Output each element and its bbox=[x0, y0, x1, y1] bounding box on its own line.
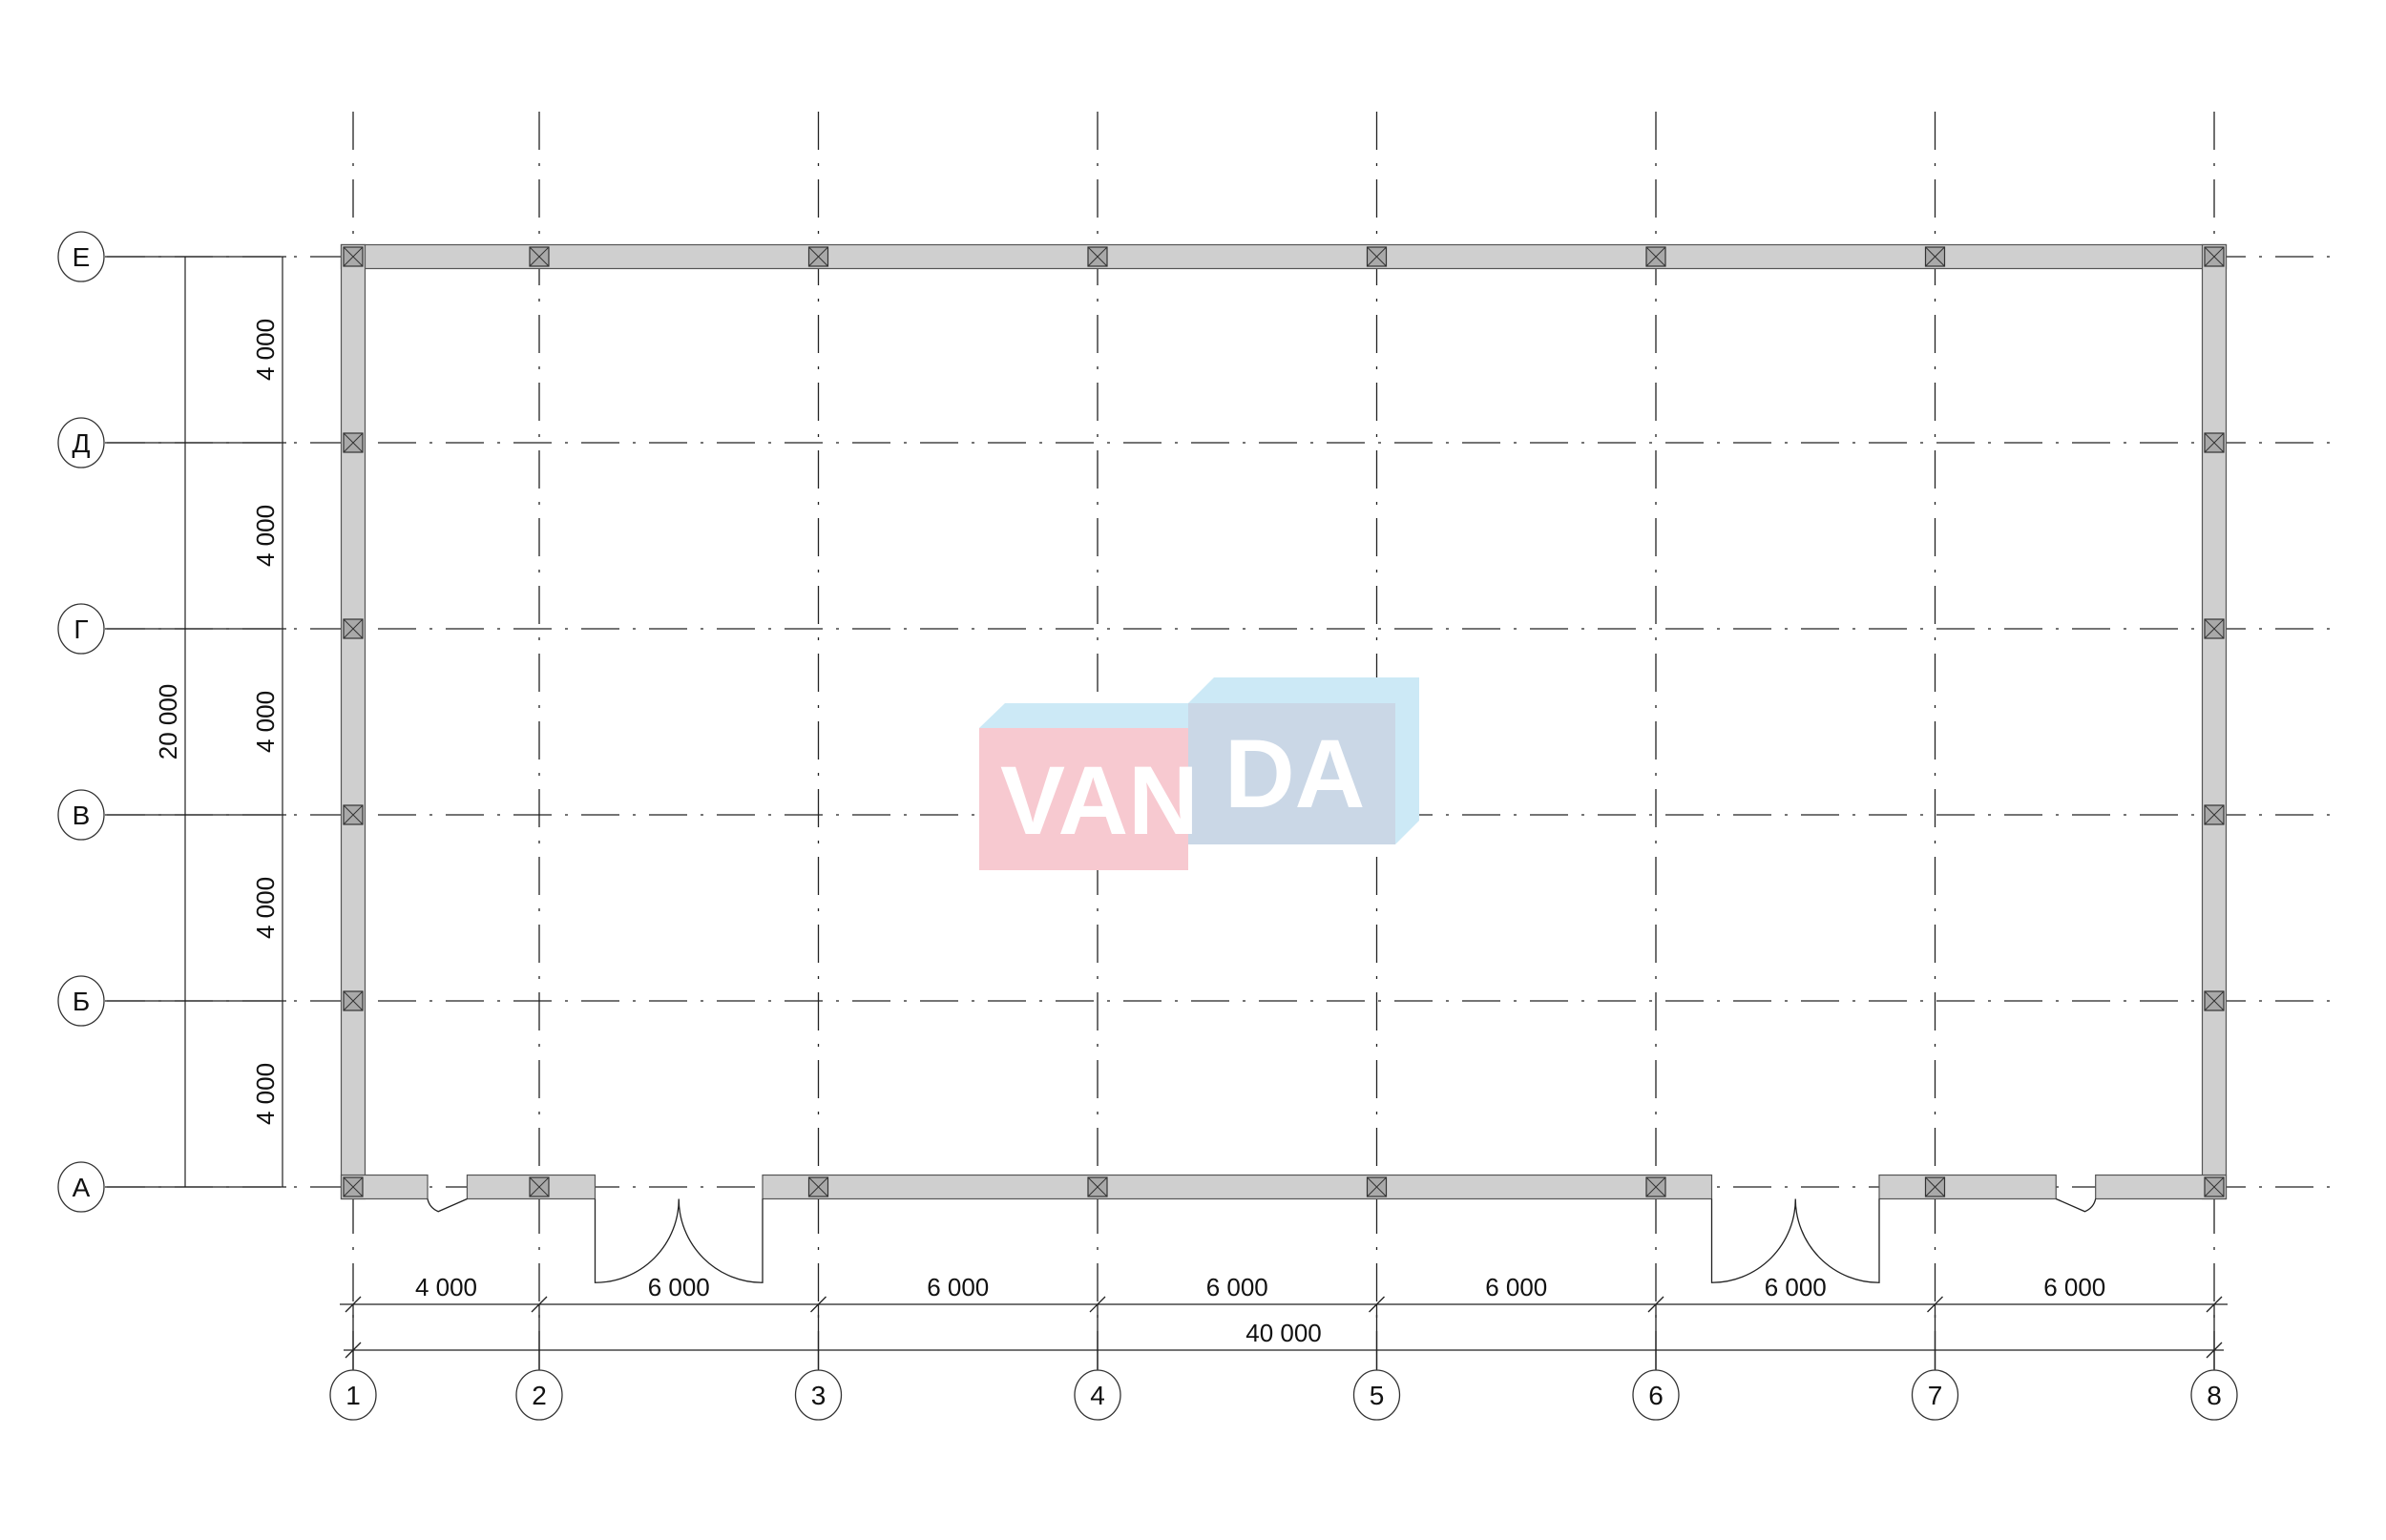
watermark-blue-block bbox=[1188, 703, 1395, 844]
dimension-label: 4 000 bbox=[251, 1063, 280, 1125]
overall-dimension-label: 40 000 bbox=[1245, 1319, 1322, 1347]
dimension-label: 6 000 bbox=[1206, 1273, 1268, 1301]
column bbox=[2204, 1176, 2225, 1197]
column bbox=[2204, 618, 2225, 639]
column bbox=[529, 1176, 550, 1197]
dimension-label: 4 000 bbox=[251, 505, 280, 567]
dimensions: 4 000 6 000 6 000 6 000 6 000 6 000 6 000 40 00… bbox=[105, 256, 2228, 1359]
column-bubble-label: 1 bbox=[345, 1381, 361, 1410]
row-bubble-1 bbox=[57, 975, 105, 1027]
column-bubble-1 bbox=[329, 1369, 377, 1421]
vanda-watermark: VAN DA bbox=[979, 677, 1419, 870]
watermark-text-left: VAN bbox=[1000, 746, 1199, 855]
row-bubble-label: Г bbox=[73, 614, 88, 644]
column-bubble-label: 3 bbox=[811, 1381, 827, 1410]
column-bubble-8 bbox=[2190, 1369, 2238, 1421]
double-door bbox=[594, 1198, 764, 1283]
row-bubble-label: Б bbox=[73, 987, 90, 1016]
row-bubble-4 bbox=[57, 417, 105, 468]
overall-dimension-label: 20 000 bbox=[154, 684, 182, 760]
row-bubble-3 bbox=[57, 603, 105, 655]
column-bubble-7 bbox=[1911, 1369, 1959, 1421]
column-bubble-5 bbox=[1352, 1369, 1401, 1421]
watermark-text-right: DA bbox=[1224, 719, 1365, 828]
row-bubble-label: А bbox=[73, 1173, 91, 1202]
dimension-label: 6 000 bbox=[1765, 1273, 1827, 1301]
column-bubble-label: 8 bbox=[2207, 1381, 2222, 1410]
column bbox=[343, 246, 364, 267]
dimension-label: 4 000 bbox=[251, 691, 280, 753]
column bbox=[1645, 246, 1666, 267]
column-bubble-2 bbox=[515, 1369, 563, 1421]
row-bubble-5 bbox=[57, 231, 105, 282]
row-bubble-label: Д bbox=[73, 428, 91, 458]
row-bubble-2 bbox=[57, 789, 105, 841]
dimension-label: 6 000 bbox=[648, 1273, 710, 1301]
dimension-label: 6 000 bbox=[927, 1273, 989, 1301]
column bbox=[343, 432, 364, 453]
column bbox=[1645, 1176, 1666, 1197]
column-bubble-label: 4 bbox=[1090, 1381, 1105, 1410]
single-door bbox=[2055, 1197, 2097, 1213]
grid-bubbles: 1 2 3 4 5 6 7 8 А Б В Г Д Е bbox=[57, 231, 2238, 1421]
column-bubble-label: 2 bbox=[532, 1381, 547, 1410]
column bbox=[1924, 246, 1946, 267]
column bbox=[529, 246, 550, 267]
column bbox=[807, 1176, 829, 1197]
column bbox=[2204, 246, 2225, 267]
walls bbox=[340, 243, 2228, 1283]
row-bubble-label: Е bbox=[73, 242, 91, 272]
column-bubble-label: 6 bbox=[1648, 1381, 1664, 1410]
dimension-label: 4 000 bbox=[251, 319, 280, 381]
column bbox=[343, 990, 364, 1011]
column bbox=[807, 246, 829, 267]
column bbox=[1366, 1176, 1388, 1197]
watermark-pink-block bbox=[979, 728, 1188, 870]
wall-bottom-segment bbox=[1878, 1174, 2057, 1200]
column bbox=[343, 804, 364, 825]
column-bubble-label: 7 bbox=[1928, 1381, 1943, 1410]
column-bubble-3 bbox=[794, 1369, 843, 1421]
wall-right bbox=[2201, 243, 2228, 1200]
column bbox=[1087, 246, 1108, 267]
column bbox=[2204, 804, 2225, 825]
column-bubble-6 bbox=[1632, 1369, 1680, 1421]
column bbox=[1087, 1176, 1108, 1197]
column bbox=[2204, 432, 2225, 453]
column bbox=[343, 618, 364, 639]
dimension-label: 6 000 bbox=[1485, 1273, 1547, 1301]
column bbox=[343, 1176, 364, 1197]
column bbox=[1924, 1176, 1946, 1197]
dimension-label: 4 000 bbox=[251, 877, 280, 939]
column-bubble-4 bbox=[1074, 1369, 1121, 1421]
column-bubble-label: 5 bbox=[1370, 1381, 1385, 1410]
wall-left bbox=[340, 243, 366, 1200]
column bbox=[2204, 990, 2225, 1011]
row-bubble-0 bbox=[57, 1161, 105, 1213]
dimension-label: 6 000 bbox=[2043, 1273, 2105, 1301]
dimension-label: 4 000 bbox=[415, 1273, 477, 1301]
double-door bbox=[1710, 1198, 1880, 1283]
column bbox=[1366, 246, 1388, 267]
row-bubble-label: В bbox=[73, 801, 91, 830]
single-door bbox=[427, 1197, 468, 1213]
wall-bottom-segment bbox=[762, 1174, 1713, 1200]
